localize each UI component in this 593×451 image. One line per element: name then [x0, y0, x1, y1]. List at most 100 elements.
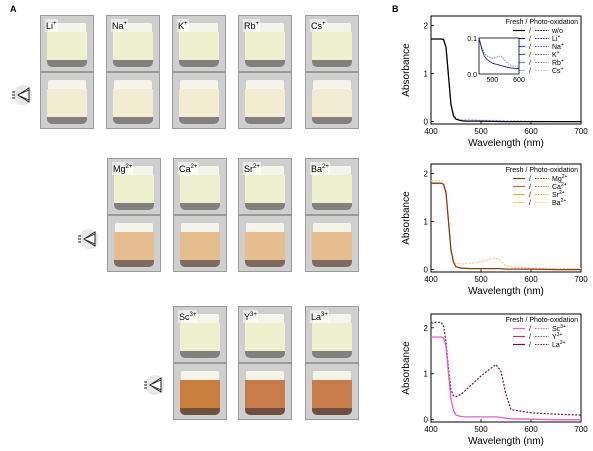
vial-glass: [312, 370, 352, 415]
vial-photo-row2: [173, 215, 227, 272]
vial-photo-row2: [107, 215, 161, 272]
y-axis-label: Absorbance: [401, 191, 412, 245]
vial-fresh-row1: Li+: [40, 15, 94, 72]
vial-fresh-row1: Cs+: [305, 15, 359, 72]
vial-glass: [312, 313, 352, 358]
vial-base: [312, 60, 352, 67]
legend-separator: /: [529, 334, 531, 341]
vial-base: [312, 408, 352, 415]
vial-base: [114, 260, 154, 267]
x-tick-label: 700: [574, 127, 588, 136]
x-tick-label: 500: [474, 127, 488, 136]
y-tick-label: 0: [424, 118, 429, 127]
inset-photo-line: [478, 37, 519, 68]
inset-x-tick-label: 600: [513, 77, 525, 84]
legend-separator: /: [529, 326, 531, 333]
panel-b-letter: B: [392, 4, 399, 14]
vial-base: [113, 60, 153, 67]
vial-base: [180, 351, 220, 358]
vial-fresh-row1: Rb+: [238, 15, 292, 72]
vial-photo-row1: [40, 72, 94, 129]
legend-separator: /: [529, 184, 531, 191]
absorbance-chart-monovalent: 400 500 600 700 0 1 2 Wavelength (nm) Absorbance…: [401, 15, 588, 149]
vial-base: [245, 203, 285, 210]
legend-item-label: Ca2+: [552, 182, 567, 191]
fresh-line: [431, 336, 581, 421]
vial-fresh-row3: Y3+: [238, 306, 292, 363]
vial-base: [312, 203, 352, 210]
legend-separator: /: [529, 60, 531, 67]
vial-label: Y3+: [243, 310, 258, 323]
vial-label: Sr2+: [243, 162, 261, 175]
vial-base: [312, 117, 352, 124]
vial-base: [47, 117, 87, 124]
vial-glass: [245, 165, 285, 210]
inset-fresh-line: [478, 37, 519, 70]
vial-label: Ca2+: [178, 162, 199, 175]
vial-photo-row2: [305, 215, 359, 272]
vial-base: [180, 408, 220, 415]
vial-base: [245, 408, 285, 415]
vial-label: Rb+: [243, 19, 261, 32]
vial-base: [179, 60, 219, 67]
vial-photo-row3: [173, 363, 227, 420]
vial-glass: [47, 22, 87, 67]
x-axis-label: Wavelength (nm): [468, 436, 544, 447]
vial-base: [180, 260, 220, 267]
vial-glass: [114, 222, 154, 267]
vial-photo-row1: [238, 72, 292, 129]
vial-fresh-row2: Mg2+: [107, 158, 161, 215]
legend-separator: /: [529, 28, 531, 35]
legend-item-label: Ba2+: [552, 198, 566, 207]
inset-y-tick-label: 0.0: [467, 72, 477, 79]
vial-base: [47, 60, 87, 67]
vial-photo-row3: [238, 363, 292, 420]
vial-base: [245, 117, 285, 124]
vial-label: Sc3+: [178, 310, 198, 323]
y-tick-label: 2: [424, 170, 429, 179]
vial-fresh-row2: Sr2+: [238, 158, 292, 215]
fresh-line: [431, 182, 581, 271]
vial-base: [245, 60, 285, 67]
y-tick-label: 1: [424, 70, 429, 79]
fresh-line: [431, 38, 581, 123]
vial-fresh-row3: Sc3+: [173, 306, 227, 363]
vial-label: Cs+: [310, 19, 327, 32]
vial-label: Na+: [111, 19, 129, 32]
inset-y-tick-label: 0.1: [467, 36, 477, 43]
legend-separator: /: [529, 36, 531, 43]
vial-base: [179, 117, 219, 124]
legend-separator: /: [529, 44, 531, 51]
x-axis-label: Wavelength (nm): [468, 138, 544, 149]
vial-photo-row2: [238, 215, 292, 272]
vial-glass: [245, 222, 285, 267]
legend-item-label: Mg2+: [552, 174, 568, 183]
vial-label: Li+: [45, 19, 58, 32]
vial-fresh-row1: K+: [172, 15, 226, 72]
vial-fresh-row3: La3+: [305, 306, 359, 363]
x-tick-label: 500: [474, 425, 488, 434]
vial-glass: [179, 79, 219, 124]
vial-glass: [180, 222, 220, 267]
legend-separator: /: [529, 192, 531, 199]
vial-glass: [312, 222, 352, 267]
x-axis-label: Wavelength (nm): [468, 286, 544, 297]
x-tick-label: 600: [524, 127, 538, 136]
lamp-icon: [12, 85, 32, 105]
plot-frame: [430, 15, 582, 125]
x-tick-label: 700: [574, 275, 588, 284]
y-axis-label: Absorbance: [401, 43, 412, 97]
absorbance-chart-trivalent: 400 500 600 700 0 1 2 Wavelength (nm) Absorbance…: [401, 313, 588, 447]
vial-glass: [179, 22, 219, 67]
legend-separator: /: [529, 52, 531, 59]
x-tick-label: 400: [424, 127, 438, 136]
legend-item-label: Cs+: [552, 66, 564, 75]
legend-separator: /: [529, 68, 531, 75]
vial-label: Ba2+: [310, 162, 330, 175]
vial-label: K+: [177, 19, 189, 32]
vial-glass: [180, 370, 220, 415]
vial-glass: [47, 79, 87, 124]
inset-x-tick-label: 500: [486, 77, 498, 84]
absorbance-chart-divalent: 400 500 600 700 0 1 2 Wavelength (nm) Absorbance…: [401, 163, 588, 297]
legend-item-label: La3+: [552, 340, 566, 349]
